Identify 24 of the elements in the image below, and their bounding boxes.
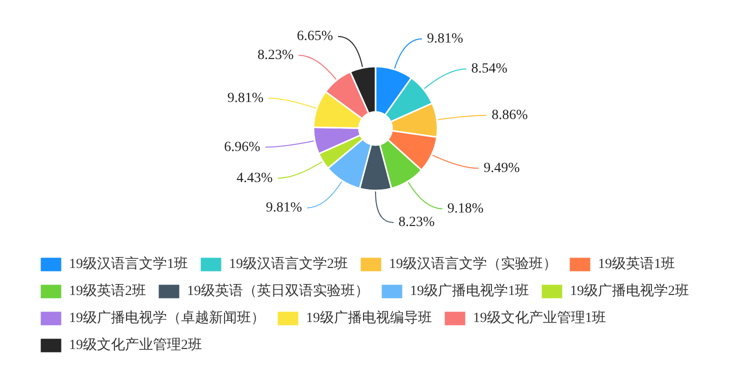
data-label: 8.86% (492, 108, 528, 124)
data-label: 9.18% (447, 201, 484, 216)
data-label: 8.23% (257, 48, 294, 63)
legend-label: 19级汉语言文学1班 (69, 256, 188, 272)
data-label: 8.54% (471, 62, 508, 77)
data-label: 9.81% (266, 200, 302, 216)
data-label: 9.49% (484, 160, 520, 176)
legend-label: 19级广播电视学（卓越新闻班） (69, 310, 265, 326)
legend-label: 19级英语2班 (69, 283, 146, 300)
data-label: 6.65% (296, 29, 334, 44)
legend-label: 19级文化产业管理2班 (69, 337, 202, 354)
legend-label: 19级英语（英日双语实验班） (187, 283, 369, 300)
legend-label: 19级英语1班 (598, 256, 675, 272)
data-label: 8.23% (398, 215, 436, 230)
data-label: 9.81% (427, 32, 464, 47)
legend-label: 19级文化产业管理1班 (473, 310, 606, 326)
legend-label: 19级广播电视学1班 (410, 283, 529, 300)
legend-label: 19级广播电视编导班 (306, 310, 432, 326)
data-label: 6.96% (224, 140, 261, 155)
legend-label: 19级广播电视学2班 (570, 283, 689, 300)
legend-label: 19级汉语言文学2班 (229, 256, 348, 272)
data-label: 9.81% (227, 90, 264, 106)
data-label: 4.43% (236, 170, 274, 186)
legend-label: 19级汉语言文学（实验班） (389, 256, 557, 272)
